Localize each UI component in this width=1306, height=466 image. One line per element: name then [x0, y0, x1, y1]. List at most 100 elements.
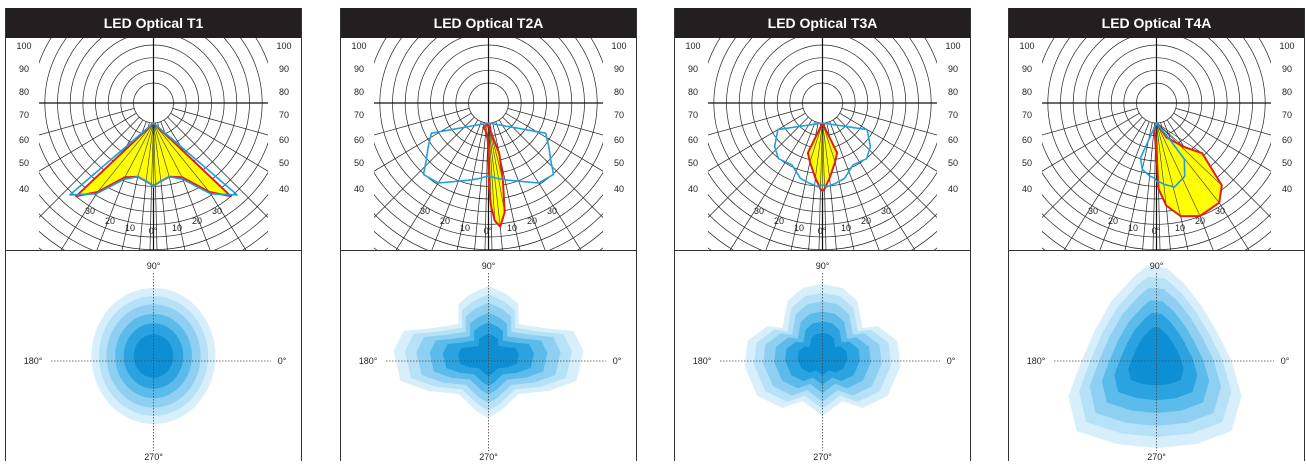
radial-label-left: 70: [354, 110, 364, 120]
radial-label-right: 100: [276, 41, 291, 51]
radial-label-right: 100: [1279, 41, 1294, 51]
radial-label-left: 60: [688, 135, 698, 145]
angle-label-bottom: 30: [881, 206, 891, 216]
radial-label-right: 70: [1282, 110, 1292, 120]
angle-label-bottom: 20: [527, 216, 537, 226]
axis-label-bottom: 270°: [1147, 452, 1166, 461]
radial-label-right: 60: [948, 135, 958, 145]
radial-label-right: 80: [279, 87, 289, 97]
angle-label-bottom: 30: [547, 206, 557, 216]
angle-label-bottom: 0°: [149, 226, 158, 236]
axis-label-right: 0°: [613, 356, 622, 366]
radial-label-left: 100: [16, 41, 31, 51]
axis-label-top: 90°: [482, 261, 496, 271]
axis-label-left: 180°: [24, 356, 43, 366]
angle-label-bottom: 30: [212, 206, 222, 216]
angle-label-bottom: 20: [105, 216, 115, 226]
axis-label-bottom: 270°: [479, 452, 498, 461]
angle-label-bottom: 20: [440, 216, 450, 226]
axis-label-right: 0°: [1281, 356, 1290, 366]
radial-label-right: 50: [948, 158, 958, 168]
isolux-footprint: 90°180°0°270°: [6, 251, 301, 461]
radial-label-left: 60: [19, 135, 29, 145]
angle-label-bottom: 30: [85, 206, 95, 216]
angle-label-bottom: 0°: [818, 226, 827, 236]
axis-label-bottom: 270°: [813, 452, 832, 461]
radial-label-left: 50: [1022, 158, 1032, 168]
radial-label-left: 70: [1022, 110, 1032, 120]
radial-label-right: 90: [948, 64, 958, 74]
radial-label-left: 80: [19, 87, 29, 97]
radial-label-right: 50: [614, 158, 624, 168]
angle-label-bottom: 20: [861, 216, 871, 226]
polar-grid: [675, 38, 970, 250]
radial-label-right: 90: [1282, 64, 1292, 74]
angle-label-bottom: 10: [460, 223, 470, 233]
angle-label-bottom: 0°: [1152, 226, 1161, 236]
axis-label-left: 180°: [359, 356, 378, 366]
radial-label-left: 100: [685, 41, 700, 51]
radial-label-left: 70: [19, 110, 29, 120]
panel-title: LED Optical T4A: [1009, 8, 1304, 38]
axis-label-left: 180°: [693, 356, 712, 366]
radial-label-right: 80: [614, 87, 624, 97]
angle-label-bottom: 10: [841, 223, 851, 233]
axis-label-bottom: 270°: [144, 452, 163, 461]
radial-label-left: 40: [354, 184, 364, 194]
isolux-contours: [1069, 266, 1242, 448]
radial-label-left: 100: [351, 41, 366, 51]
isolux-footprint: 90°180°0°270°: [1009, 251, 1304, 461]
radial-label-right: 40: [1282, 184, 1292, 194]
radial-label-right: 100: [611, 41, 626, 51]
isolux-footprint: 90° 180° 0° 270°: [341, 251, 636, 461]
radial-label-right: 70: [948, 110, 958, 120]
panel-title: LED Optical T3A: [675, 8, 970, 38]
radial-label-left: 50: [354, 158, 364, 168]
polar-grid: [341, 38, 636, 250]
radial-label-left: 90: [688, 64, 698, 74]
radial-label-left: 40: [1022, 184, 1032, 194]
radial-label-left: 90: [1022, 64, 1032, 74]
radial-label-left: 90: [19, 64, 29, 74]
isolux-contours: [92, 288, 216, 424]
axis-label-top: 90°: [816, 261, 830, 271]
radial-label-right: 100: [945, 41, 960, 51]
angle-label-bottom: 10: [172, 223, 182, 233]
radial-label-left: 80: [354, 87, 364, 97]
panel-title: LED Optical T1: [6, 8, 301, 38]
isolux-footprint-svg: 90°180°0°270°: [675, 251, 970, 461]
radial-label-right: 40: [948, 184, 958, 194]
axis-label-right: 0°: [278, 356, 287, 366]
angle-label-bottom: 20: [1108, 216, 1118, 226]
radial-label-left: 80: [688, 87, 698, 97]
isolux-footprint-svg: 90°180°0°270°: [6, 251, 301, 461]
angle-label-bottom: 10: [125, 223, 135, 233]
radial-label-left: 40: [688, 184, 698, 194]
angle-label-bottom: 10: [507, 223, 517, 233]
angle-label-bottom: 10: [794, 223, 804, 233]
isolux-contour: [134, 334, 174, 378]
angle-label-bottom: 30: [1215, 206, 1225, 216]
radial-label-right: 90: [614, 64, 624, 74]
angle-label-bottom: 30: [1088, 206, 1098, 216]
angle-label-bottom: 30: [420, 206, 430, 216]
radial-label-right: 50: [279, 158, 289, 168]
angle-label-bottom: 20: [774, 216, 784, 226]
angle-label-bottom: 20: [1195, 216, 1205, 226]
radial-label-left: 50: [19, 158, 29, 168]
axis-label-top: 90°: [1150, 261, 1164, 271]
isolux-footprint-svg: 90°180°0°270°: [1009, 251, 1304, 461]
isolux-footprint: 90°180°0°270°: [675, 251, 970, 461]
radial-label-left: 70: [688, 110, 698, 120]
radial-label-left: 90: [354, 64, 364, 74]
angle-label-bottom: 30: [754, 206, 764, 216]
angle-label-bottom: 0°: [484, 226, 493, 236]
